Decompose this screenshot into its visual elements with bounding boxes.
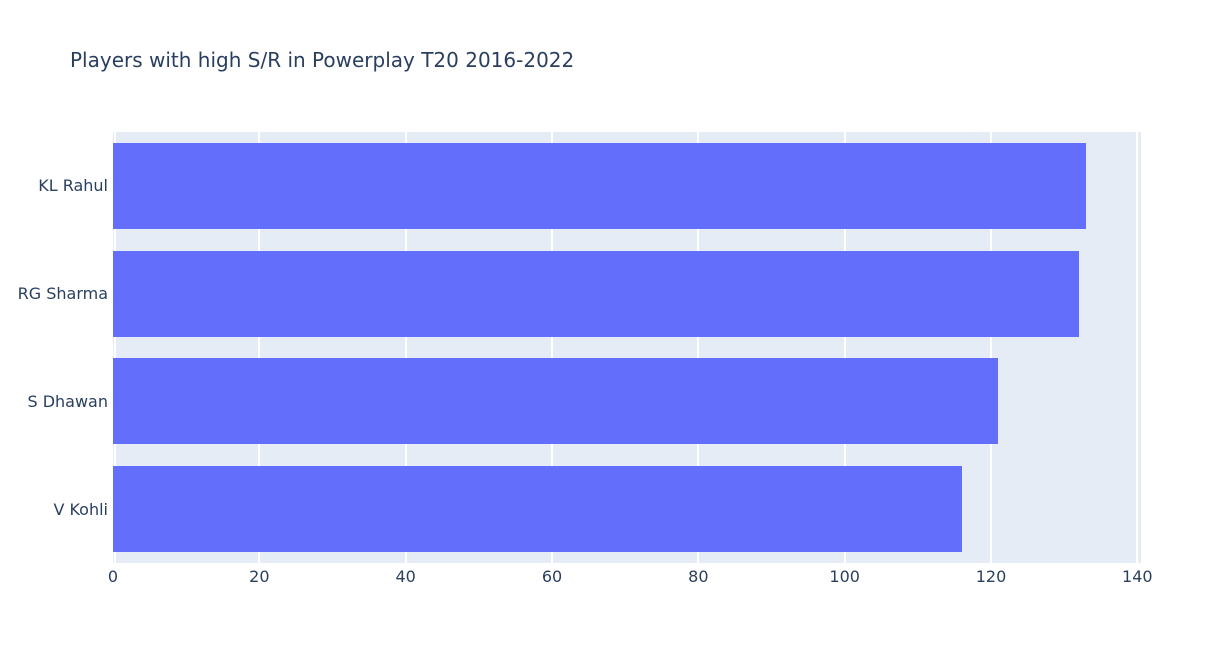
gridline-x-80	[697, 132, 700, 563]
gridline-x-140	[1136, 132, 1139, 563]
gridline-x-20	[258, 132, 261, 563]
y-axis: KL Rahul RG Sharma S Dhawan V Kohli	[0, 132, 110, 563]
x-axis: 0 20 40 60 80 100 120 140	[108, 567, 1153, 591]
gridline-x-120	[990, 132, 992, 563]
y-axis-label-v-kohli: V Kohli	[53, 499, 108, 519]
x-axis-tick-label: 40	[395, 567, 416, 586]
zeroline	[114, 132, 116, 563]
y-axis-label-kl-rahul: KL Rahul	[38, 176, 108, 196]
y-axis-label-s-dhawan: S Dhawan	[27, 391, 108, 411]
x-axis-tick-label: 100	[829, 567, 860, 586]
x-axis-tick-label: 120	[975, 567, 1007, 586]
x-axis-tick-label: 20	[249, 567, 270, 586]
y-axis-label-rg-sharma: RG Sharma	[17, 284, 108, 304]
plot-area	[113, 132, 1141, 563]
chart-title: Players with high S/R in Powerplay T20 2…	[70, 48, 575, 72]
bar-rg-sharma	[113, 250, 1079, 337]
bar-v-kohli	[113, 466, 962, 553]
bar-kl-rahul	[113, 142, 1087, 229]
gridline-x-100	[843, 132, 846, 563]
x-axis-tick-label: 80	[688, 567, 709, 586]
gridline-x-60	[551, 132, 553, 563]
x-axis-tick-label: 60	[541, 567, 563, 586]
gridline-x-40	[404, 132, 407, 563]
x-axis-tick-label: 140	[1122, 567, 1153, 586]
bar-s-dhawan	[113, 358, 999, 445]
x-axis-tick-label: 0	[107, 567, 119, 586]
